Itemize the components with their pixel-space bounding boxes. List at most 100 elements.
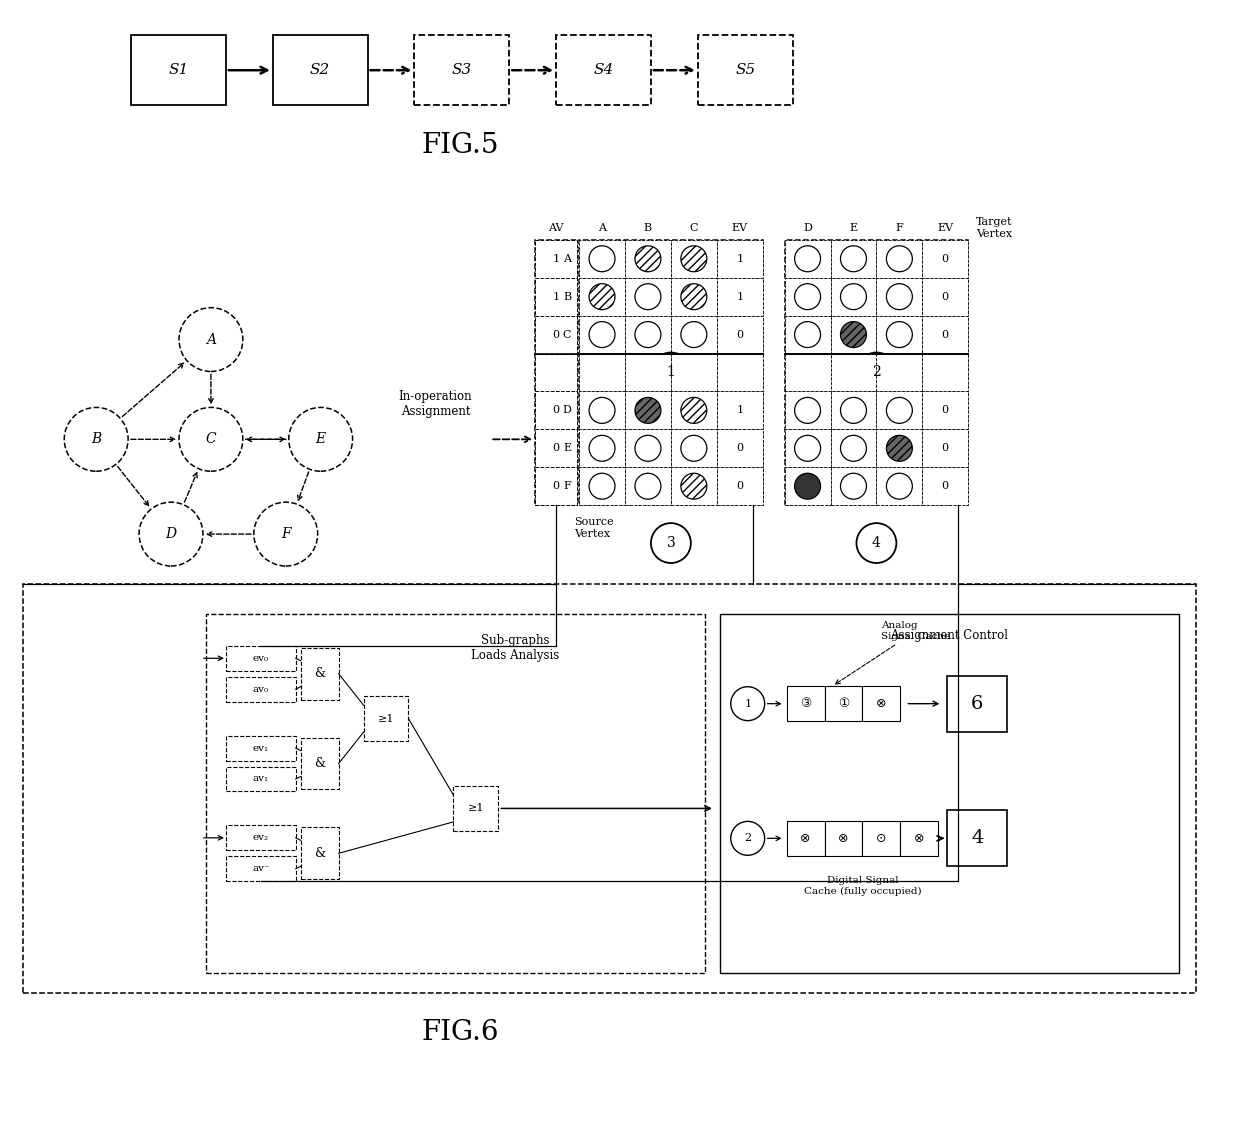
Bar: [785, 353, 831, 392]
Text: F: F: [281, 527, 290, 541]
Circle shape: [841, 321, 867, 347]
Bar: [698, 35, 792, 105]
Text: D: D: [165, 527, 176, 541]
Text: ⊗: ⊗: [877, 697, 887, 711]
Text: FIG.5: FIG.5: [422, 131, 500, 158]
Text: A: A: [598, 223, 606, 232]
Text: av₀: av₀: [253, 685, 269, 694]
Text: ①: ①: [838, 697, 849, 711]
Bar: [536, 316, 577, 353]
Bar: [301, 648, 339, 699]
Text: ③: ③: [800, 697, 811, 711]
Bar: [900, 821, 939, 855]
Text: E: E: [563, 443, 572, 453]
Text: 0: 0: [737, 443, 743, 453]
Bar: [226, 857, 295, 882]
Bar: [785, 429, 831, 467]
Text: av₁: av₁: [253, 775, 269, 784]
Bar: [785, 278, 831, 316]
Circle shape: [635, 246, 661, 272]
Text: EV: EV: [937, 223, 954, 232]
Bar: [625, 353, 671, 392]
Text: 3: 3: [667, 536, 676, 550]
Text: ev₂: ev₂: [253, 834, 269, 843]
Text: A: A: [206, 333, 216, 346]
Circle shape: [887, 435, 913, 461]
Bar: [863, 821, 900, 855]
Text: S4: S4: [594, 64, 614, 77]
Bar: [226, 736, 295, 761]
Bar: [579, 278, 625, 316]
Text: A: A: [563, 254, 572, 264]
Bar: [877, 278, 923, 316]
Bar: [226, 646, 295, 671]
Bar: [536, 392, 577, 429]
Bar: [671, 316, 717, 353]
Bar: [831, 392, 877, 429]
Text: AV: AV: [548, 223, 564, 232]
Circle shape: [795, 473, 821, 499]
Bar: [717, 467, 763, 506]
Text: 0: 0: [941, 481, 949, 491]
Bar: [579, 429, 625, 467]
Bar: [863, 686, 900, 721]
Bar: [226, 767, 295, 792]
Bar: [785, 467, 831, 506]
Text: 1: 1: [666, 366, 676, 379]
Bar: [785, 316, 831, 353]
Text: 0: 0: [941, 443, 949, 453]
Text: 1: 1: [737, 405, 743, 416]
Bar: [825, 821, 863, 855]
Text: D: D: [563, 405, 572, 416]
Bar: [717, 392, 763, 429]
Text: In-operation
Assignment: In-operation Assignment: [398, 391, 472, 418]
Text: ⊗: ⊗: [914, 831, 925, 845]
Bar: [579, 467, 625, 506]
Text: Assignment Control: Assignment Control: [890, 629, 1008, 642]
Text: F: F: [563, 481, 570, 491]
Text: S2: S2: [310, 64, 330, 77]
Bar: [557, 35, 651, 105]
Text: E: E: [316, 433, 326, 446]
Bar: [536, 353, 577, 392]
Text: 2: 2: [744, 834, 751, 843]
Bar: [536, 240, 577, 506]
Text: S1: S1: [169, 64, 188, 77]
Text: 6: 6: [971, 695, 983, 713]
Text: 1: 1: [737, 292, 743, 302]
Circle shape: [681, 398, 707, 424]
Text: C: C: [563, 329, 572, 339]
Bar: [785, 392, 831, 429]
Text: FIG.6: FIG.6: [422, 1019, 500, 1047]
Text: 0: 0: [737, 481, 743, 491]
Bar: [877, 316, 923, 353]
Text: Sub-graphs
Loads Analysis: Sub-graphs Loads Analysis: [471, 633, 559, 662]
Bar: [206, 614, 704, 973]
Text: ev₁: ev₁: [253, 744, 269, 753]
Bar: [671, 240, 717, 278]
Text: B: B: [91, 433, 102, 446]
Bar: [877, 353, 923, 392]
Bar: [625, 467, 671, 506]
Bar: [625, 278, 671, 316]
Bar: [785, 240, 968, 506]
Bar: [24, 584, 1195, 993]
Bar: [831, 429, 877, 467]
Text: 4: 4: [971, 829, 983, 847]
Text: 2: 2: [872, 366, 880, 379]
Bar: [226, 677, 295, 702]
Bar: [877, 240, 923, 278]
Bar: [625, 316, 671, 353]
Text: Target
Vertex: Target Vertex: [976, 218, 1013, 239]
Bar: [579, 316, 625, 353]
Text: D: D: [804, 223, 812, 232]
Text: F: F: [895, 223, 903, 232]
Bar: [831, 467, 877, 506]
Bar: [454, 786, 498, 830]
Text: 1: 1: [553, 254, 559, 264]
Bar: [671, 278, 717, 316]
Text: 0: 0: [941, 254, 949, 264]
Bar: [877, 467, 923, 506]
Bar: [717, 429, 763, 467]
Bar: [579, 392, 625, 429]
